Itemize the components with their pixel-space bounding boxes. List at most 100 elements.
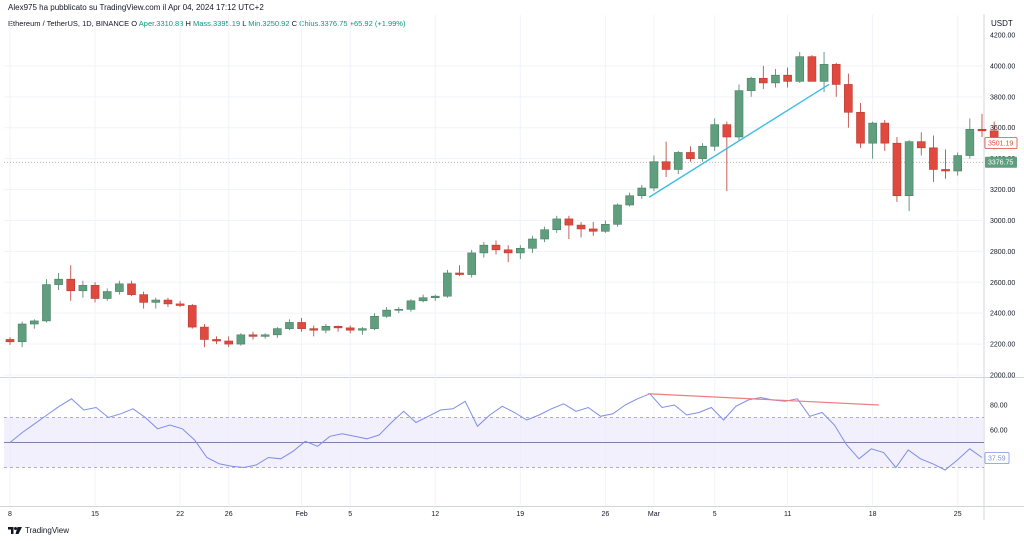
candle-body (224, 340, 233, 345)
candle-body (771, 74, 780, 84)
candle-body (358, 328, 367, 331)
time-tick-label: 5 (348, 511, 352, 518)
candle-body (661, 161, 671, 170)
candle-body (552, 218, 562, 231)
candle-body (297, 322, 306, 329)
rsi-tick-label: 80.00 (990, 403, 1008, 410)
high-label: H (185, 19, 191, 28)
candle-body (102, 291, 112, 299)
candle-body (503, 249, 513, 254)
candle-body (977, 128, 987, 132)
price-tick-label: 2400.00 (990, 311, 1015, 318)
candle-body (163, 299, 173, 305)
high-value: Mass.3395.19 (193, 19, 241, 28)
candle-body (5, 339, 15, 343)
candle-body (929, 147, 938, 170)
candle-body (236, 334, 246, 345)
candle-body (272, 328, 282, 336)
candle-body (42, 284, 51, 322)
brand-name: TradingView (25, 526, 70, 535)
candle-body (722, 124, 732, 138)
close-price-label: 3376.75 (988, 160, 1013, 167)
price-tick-label: 2600.00 (990, 280, 1015, 287)
candle-body (467, 252, 477, 275)
candle-body (78, 285, 88, 292)
candle-body (892, 142, 902, 197)
candle-body (953, 155, 963, 172)
rsi-divergence-line (647, 393, 879, 406)
price-tick-label: 3600.00 (990, 125, 1015, 132)
candle-body (418, 297, 428, 302)
rsi-value-tag (984, 452, 1010, 464)
candle-body (115, 283, 124, 292)
candle-body (345, 327, 355, 331)
candle-body (54, 278, 63, 285)
price-tick-label: 4200.00 (990, 33, 1015, 40)
candle-body (394, 309, 404, 311)
candle-body (66, 278, 76, 292)
time-tick-label: 11 (784, 511, 791, 518)
candle-body (370, 315, 379, 329)
candle-body (637, 187, 647, 197)
candle-body (491, 244, 501, 251)
last-price-label: 3501.19 (988, 140, 1013, 147)
candle-body (941, 169, 950, 172)
rsi-tick-label: 60.00 (990, 428, 1008, 435)
candle-body (17, 323, 27, 343)
time-tick-label: 18 (869, 511, 877, 518)
price-tick-label: 3000.00 (990, 218, 1015, 225)
publication-header: Alex975 ha pubblicato su TradingView.com… (8, 3, 264, 12)
candle-body (321, 326, 331, 331)
candle-body (29, 320, 39, 325)
low-value: Min.3250.92 (248, 19, 290, 28)
candle-body (868, 122, 877, 144)
candle-body (515, 247, 525, 254)
last-price-tag (984, 137, 1018, 149)
candle-body (819, 64, 829, 82)
candle-body (212, 339, 221, 342)
close-value: Chius.3376.75 (299, 19, 348, 28)
time-tick-label: Feb (296, 511, 308, 518)
price-tick-label: 2000.00 (990, 373, 1015, 380)
candle-body (443, 272, 452, 297)
candle-body (285, 322, 294, 329)
candle-body (746, 77, 756, 91)
symbol-name: Ethereum / TetherUS, 1D, BINANCE (8, 19, 130, 28)
candle-body (564, 218, 574, 226)
candle-body (151, 299, 161, 303)
candle-body (528, 238, 537, 249)
time-tick-label: 26 (225, 511, 233, 518)
candle-body (904, 141, 914, 197)
candle-body (333, 326, 343, 329)
candle-body (965, 128, 975, 156)
time-tick-label: 19 (516, 511, 524, 518)
candle-body (309, 328, 319, 331)
time-tick-label: Mar (648, 511, 661, 518)
support-trendline (648, 83, 830, 198)
tradingview-logo-icon (8, 527, 22, 534)
time-tick-label: 26 (601, 511, 609, 518)
candle-body (90, 285, 100, 299)
candle-body (734, 90, 744, 138)
rsi-value-label: 37.59 (988, 456, 1006, 463)
candle-body (856, 111, 865, 144)
candle-body (576, 224, 586, 230)
candle-body (880, 122, 890, 144)
price-tick-label: 3200.00 (990, 187, 1015, 194)
candle-body (248, 334, 258, 337)
change-value: +65.92 (+1.99%) (349, 19, 406, 28)
close-price-tag (985, 156, 1017, 168)
candle-body (382, 309, 391, 317)
price-tick-label: 4000.00 (990, 63, 1015, 70)
time-tick-label: 22 (176, 511, 184, 518)
candle-body (479, 244, 489, 254)
candle-body (540, 229, 549, 240)
candle-body (127, 283, 136, 295)
candle-body (200, 326, 209, 340)
candle-body (260, 334, 270, 337)
candle-body (139, 294, 148, 303)
candle-body (783, 74, 792, 82)
open-label: O (131, 19, 138, 28)
time-tick-label: 5 (713, 511, 717, 518)
